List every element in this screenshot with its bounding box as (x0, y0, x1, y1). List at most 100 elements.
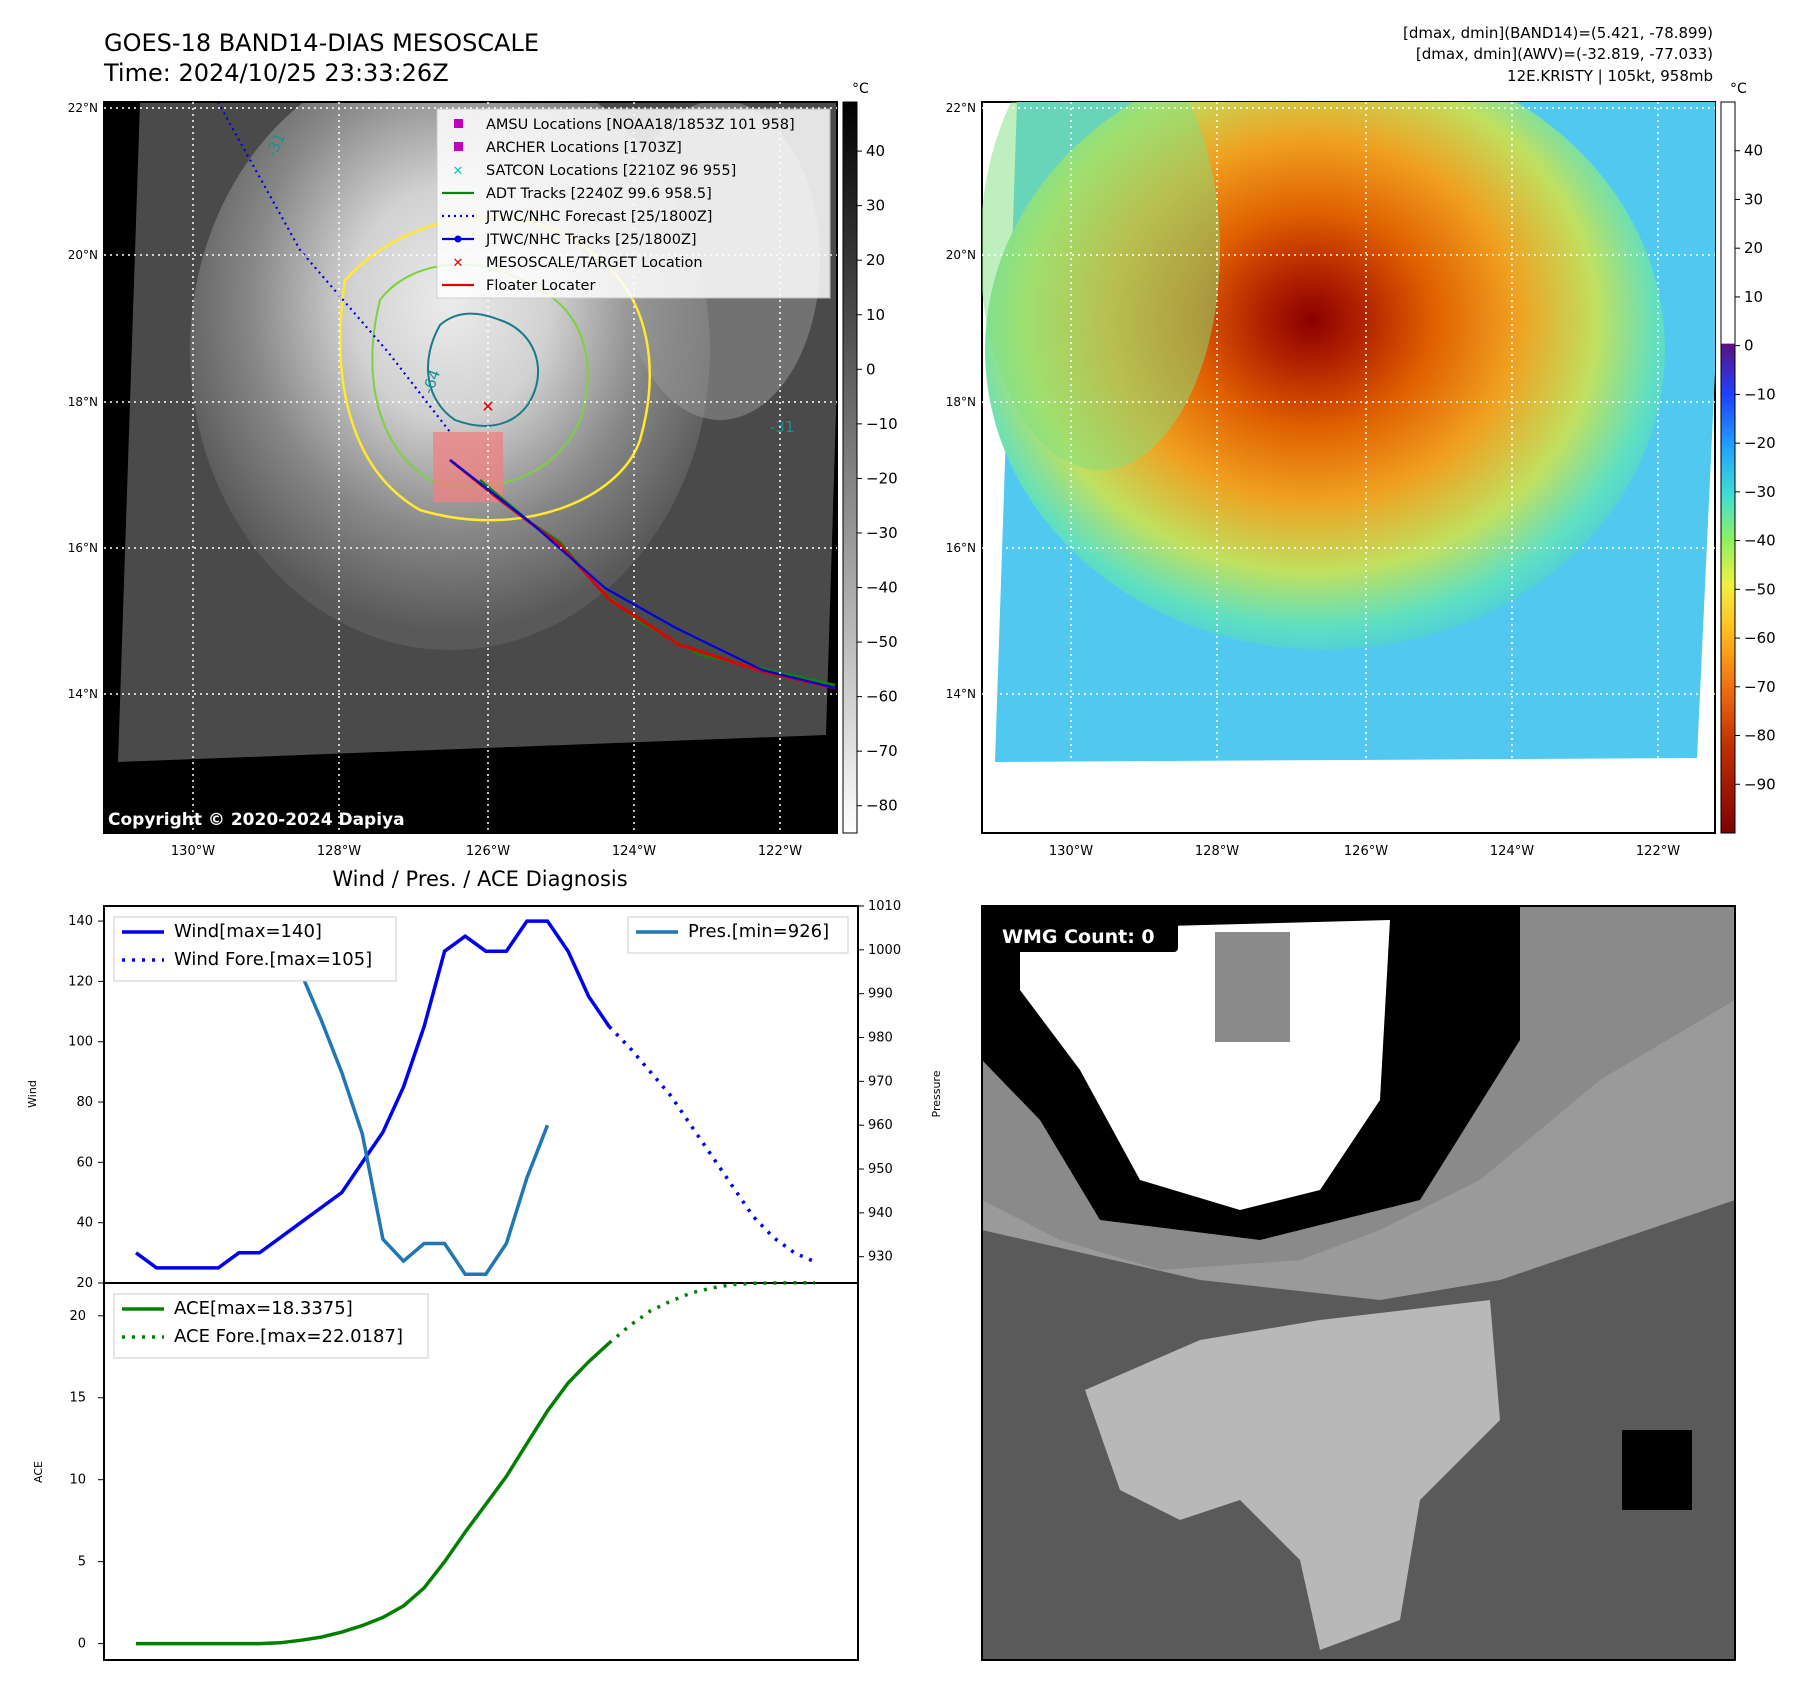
storm-info: 12E.KRISTY | 105kt, 958mb (1507, 67, 1713, 85)
wv-lon-label-128w: 128°W (1195, 844, 1239, 859)
wind-tick-label: 140 (68, 914, 93, 929)
wmg-band-light (1085, 1300, 1500, 1650)
chart-legend-box (627, 916, 849, 954)
figure-title: GOES-18 BAND14-DIAS MESOSCALE (104, 29, 539, 57)
wind-tick-label: 20 (76, 1276, 93, 1291)
pressure-tick-label: 970 (868, 1074, 893, 1089)
wv-lon-labels: 130°W 128°W 126°W 124°W 122°W (1049, 844, 1680, 859)
legend-dot-marker (454, 235, 462, 243)
series-line (607, 1025, 816, 1264)
ace-tick-label: 15 (69, 1391, 86, 1406)
contour-label-3: -31 (770, 418, 795, 436)
chart-legend-label: ACE[max=18.3375] (174, 1298, 353, 1319)
colorbar-tick-label: −60 (866, 688, 898, 706)
pressure-tick-label: 980 (868, 1031, 893, 1046)
lat-label-20n: 20°N (68, 248, 98, 262)
ir-colorbar-ramp (842, 101, 858, 834)
legend-item: JTWC/NHC Tracks [25/1800Z] (442, 232, 697, 248)
colorbar-tick-label: −20 (866, 469, 898, 487)
legend-x-marker: ✕ (453, 164, 464, 179)
legend-item: ARCHER Locations [1703Z] (454, 140, 682, 156)
ir-lat-labels: 22°N 20°N 18°N 16°N 14°N (68, 101, 98, 701)
wmg-eye-white (1020, 920, 1390, 1210)
lon-label-128w: 128°W (317, 844, 361, 859)
chart-legend-label: ACE Fore.[max=22.0187] (174, 1326, 403, 1347)
colorbar-tick-label: −90 (1744, 775, 1776, 793)
lon-label-122w: 122°W (758, 844, 802, 859)
colorbar-tick-label: 30 (866, 197, 885, 215)
stats-awv: [dmax, dmin](AWV)=(-32.819, -77.033) (1416, 45, 1713, 63)
legend-label: ADT Tracks [2240Z 99.6 958.5] (486, 186, 712, 202)
wv-moist-band (982, 102, 1220, 470)
legend-label: JTWC/NHC Tracks [25/1800Z] (485, 232, 697, 248)
wv-colorbar: °C 40 30 20 10 0 −10 −20 −30 −40 −50 −60 −70 −80 −90 (1720, 81, 1776, 834)
lon-label-124w: 124°W (612, 844, 656, 859)
ir-colorbar: °C 40 30 20 10 0 −10 −20 −30 −40 −50 −60 −70 −80 (842, 81, 898, 834)
chart-legend-label: Pres.[min=926] (688, 921, 829, 942)
ir-contour-inner (427, 312, 540, 427)
wv-lat-label-14n: 14°N (946, 687, 976, 701)
legend-square-marker (454, 142, 463, 151)
legend-label: ARCHER Locations [1703Z] (486, 140, 682, 156)
pressure-tick-label: 950 (868, 1162, 893, 1177)
colorbar-tick-label: −50 (1744, 580, 1776, 598)
ir-map-frame (103, 101, 838, 834)
lon-label-130w: 130°W (171, 844, 215, 859)
pressure-tick-label: 990 (868, 987, 893, 1002)
wmg-frame (981, 905, 1736, 1661)
pressure-tick-label: 930 (868, 1250, 893, 1265)
wv-lon-label-126w: 126°W (1344, 844, 1388, 859)
wmg-count-badge (992, 918, 1178, 952)
colorbar-tick-label: −20 (1744, 434, 1776, 452)
chart-legend-box (113, 916, 397, 982)
colorbar-tick-label: −10 (1744, 385, 1776, 403)
colorbar-tick-label: 40 (866, 142, 885, 160)
forecast-track (217, 102, 451, 433)
colorbar-tick-label: −30 (866, 524, 898, 542)
mesoscale-target-marker: ✕ (481, 397, 494, 416)
chart-legend-box (113, 1293, 429, 1359)
map-legend: AMSU Locations [NOAA18/1853Z 101 958] ARC… (436, 108, 831, 299)
wv-colorbar-ramp (1720, 101, 1736, 834)
wmg-eye-gray (1215, 932, 1290, 1042)
wv-map-panel: 22°N 20°N 18°N 16°N 14°N 130°W 128°W 126… (946, 101, 1716, 859)
series-line (136, 1341, 611, 1646)
legend-item: Floater Locater (442, 278, 595, 294)
ace-chart: ACE 0 5 10 15 20 ACE[max=18.3375] ACE Fore.[ma… (32, 1280, 859, 1661)
colorbar-tick-label: −10 (866, 415, 898, 433)
pressure-axis-label: Pressure (930, 1070, 943, 1117)
wv-lat-label-16n: 16°N (946, 541, 976, 555)
colorbar-tick-label: −70 (866, 742, 898, 760)
pressure-tick-label: 1000 (868, 943, 901, 958)
chart-legend-label: Wind[max=140] (174, 921, 322, 942)
pressure-tick-label: 960 (868, 1118, 893, 1133)
jtwc-track (449, 459, 836, 690)
lat-label-16n: 16°N (68, 541, 98, 555)
wind-tick-label: 40 (76, 1216, 93, 1231)
colorbar-tick-label: 20 (866, 251, 885, 269)
legend-item: ✕ SATCON Locations [2210Z 96 955] (453, 163, 737, 179)
copyright-text: Copyright © 2020-2024 Dapiya (108, 810, 405, 830)
ace-tick-label: 5 (78, 1555, 86, 1570)
series-line (134, 919, 611, 1270)
lat-label-22n: 22°N (68, 101, 98, 115)
ace-axis-label: ACE (32, 1461, 45, 1483)
colorbar-tick-label: 20 (1744, 239, 1763, 257)
lat-label-18n: 18°N (68, 395, 98, 409)
ir-lon-labels: 130°W 128°W 126°W 124°W 122°W (171, 844, 802, 859)
wmg-panel: WMG Count: 0 (981, 905, 1736, 1661)
lat-label-14n: 14°N (68, 687, 98, 701)
wind-tick-label: 60 (76, 1155, 93, 1170)
legend-label: MESOSCALE/TARGET Location (486, 255, 703, 271)
colorbar-tick-label: −40 (1744, 532, 1776, 550)
figure-time: Time: 2024/10/25 23:33:26Z (103, 59, 449, 87)
legend-square-marker (454, 119, 463, 128)
colorbar-tick-label: −60 (1744, 629, 1776, 647)
colorbar-tick-label: −80 (1744, 727, 1776, 745)
wmg-cell-black (1622, 1430, 1692, 1510)
lon-label-126w: 126°W (466, 844, 510, 859)
wv-lon-label-130w: 130°W (1049, 844, 1093, 859)
wv-lat-label-18n: 18°N (946, 395, 976, 409)
colorbar-tick-label: −70 (1744, 678, 1776, 696)
